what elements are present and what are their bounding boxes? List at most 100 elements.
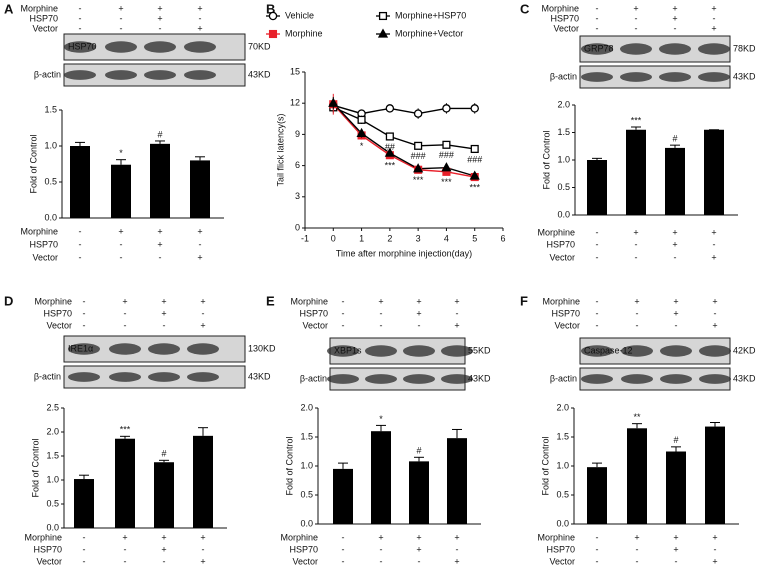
condition-sign: +	[634, 296, 639, 306]
marker	[441, 162, 452, 172]
condition-sign: +	[672, 227, 677, 237]
blot-protein: IRE1α	[68, 343, 93, 353]
condition-sign: -	[120, 252, 123, 262]
blot-size: 43KD	[733, 373, 756, 383]
condition-sign: -	[596, 532, 599, 542]
bar	[70, 146, 90, 218]
condition-sign: -	[596, 296, 599, 306]
blot-protein: β-actin	[300, 373, 327, 383]
condition-sign: +	[711, 227, 716, 237]
marker	[328, 97, 339, 107]
panel-letter: B	[266, 1, 275, 16]
legend-label: Morphine+HSP70	[395, 10, 466, 20]
condition-sign: -	[380, 544, 383, 554]
bar	[371, 431, 391, 524]
condition-sign: -	[380, 308, 383, 318]
condition-sign: -	[79, 3, 82, 13]
condition-sign: +	[197, 3, 202, 13]
bar	[447, 438, 467, 524]
bar	[74, 479, 94, 528]
condition-sign: -	[124, 320, 127, 330]
condition-label: Vector	[46, 320, 72, 330]
y-tick-label: 15	[290, 66, 300, 76]
bar	[409, 461, 429, 524]
blot-band	[327, 374, 359, 384]
panel-letter: C	[520, 1, 530, 16]
blot-band	[699, 345, 731, 357]
marker	[378, 11, 388, 21]
condition-sign: -	[596, 308, 599, 318]
condition-sign: -	[596, 239, 599, 249]
condition-sign: +	[122, 296, 127, 306]
condition-sign: +	[672, 239, 677, 249]
y-tick-label: 0.0	[556, 518, 569, 528]
y-tick-label: 0.5	[557, 182, 570, 192]
condition-sign: -	[418, 320, 421, 330]
condition-sign: +	[200, 296, 205, 306]
condition-sign: -	[79, 226, 82, 236]
condition-sign: -	[714, 308, 717, 318]
y-tick-label: 1.0	[556, 460, 569, 470]
condition-sign: +	[378, 296, 383, 306]
condition-sign: +	[673, 532, 678, 542]
condition-sign: +	[157, 13, 162, 23]
condition-sign: +	[161, 532, 166, 542]
blot-band	[620, 43, 652, 55]
y-tick-label: 2.0	[556, 402, 569, 412]
marker	[414, 141, 423, 150]
condition-sign: +	[712, 556, 717, 566]
blot-band	[105, 41, 137, 53]
blot-protein: β-actin	[550, 71, 577, 81]
condition-label: Morphine	[537, 227, 575, 237]
condition-sign: +	[118, 3, 123, 13]
condition-sign: -	[713, 13, 716, 23]
significance: ###	[467, 154, 482, 164]
condition-label: Morphine	[34, 296, 72, 306]
bar	[154, 462, 174, 528]
condition-label: Vector	[549, 556, 575, 566]
significance: ***	[413, 175, 424, 185]
y-tick-label: 0.5	[300, 489, 313, 499]
condition-sign: -	[674, 252, 677, 262]
y-tick-label: 1.5	[556, 431, 569, 441]
y-tick-label: 0	[295, 222, 300, 232]
condition-sign: -	[79, 239, 82, 249]
bar	[115, 438, 135, 528]
condition-label: Vector	[302, 320, 328, 330]
condition-sign: -	[342, 556, 345, 566]
legend-label: Vehicle	[285, 10, 314, 20]
y-tick-label: 3	[295, 191, 300, 201]
condition-sign: +	[454, 532, 459, 542]
significance: ***	[120, 425, 131, 435]
y-tick-label: 1.0	[46, 474, 59, 484]
y-tick-label: 12	[290, 98, 300, 108]
y-tick-label: 1.5	[46, 450, 59, 460]
condition-sign: -	[83, 320, 86, 330]
condition-sign: +	[157, 3, 162, 13]
blot-band	[660, 374, 692, 384]
marker	[268, 11, 278, 21]
condition-sign: -	[635, 239, 638, 249]
condition-sign: +	[454, 556, 459, 566]
x-tick-label: 6	[500, 233, 505, 243]
condition-sign: -	[120, 23, 123, 33]
bar	[665, 147, 685, 215]
blot-size: 43KD	[248, 69, 271, 79]
condition-sign: -	[596, 227, 599, 237]
y-tick-label: 0.0	[46, 522, 59, 532]
marker	[384, 147, 395, 157]
condition-sign: -	[636, 320, 639, 330]
significance: **	[633, 412, 641, 422]
blot-size: 42KD	[733, 345, 756, 355]
condition-label: Vector	[32, 252, 58, 262]
blot-band	[581, 72, 613, 82]
y-tick-label: 1.5	[300, 431, 313, 441]
condition-sign: -	[163, 556, 166, 566]
series-line	[333, 106, 475, 150]
panel-letter: E	[266, 293, 275, 308]
panel-letter: A	[4, 1, 14, 16]
condition-sign: +	[633, 3, 638, 13]
series-line	[332, 103, 475, 178]
blot-band	[581, 345, 613, 357]
blot-band	[621, 374, 653, 384]
